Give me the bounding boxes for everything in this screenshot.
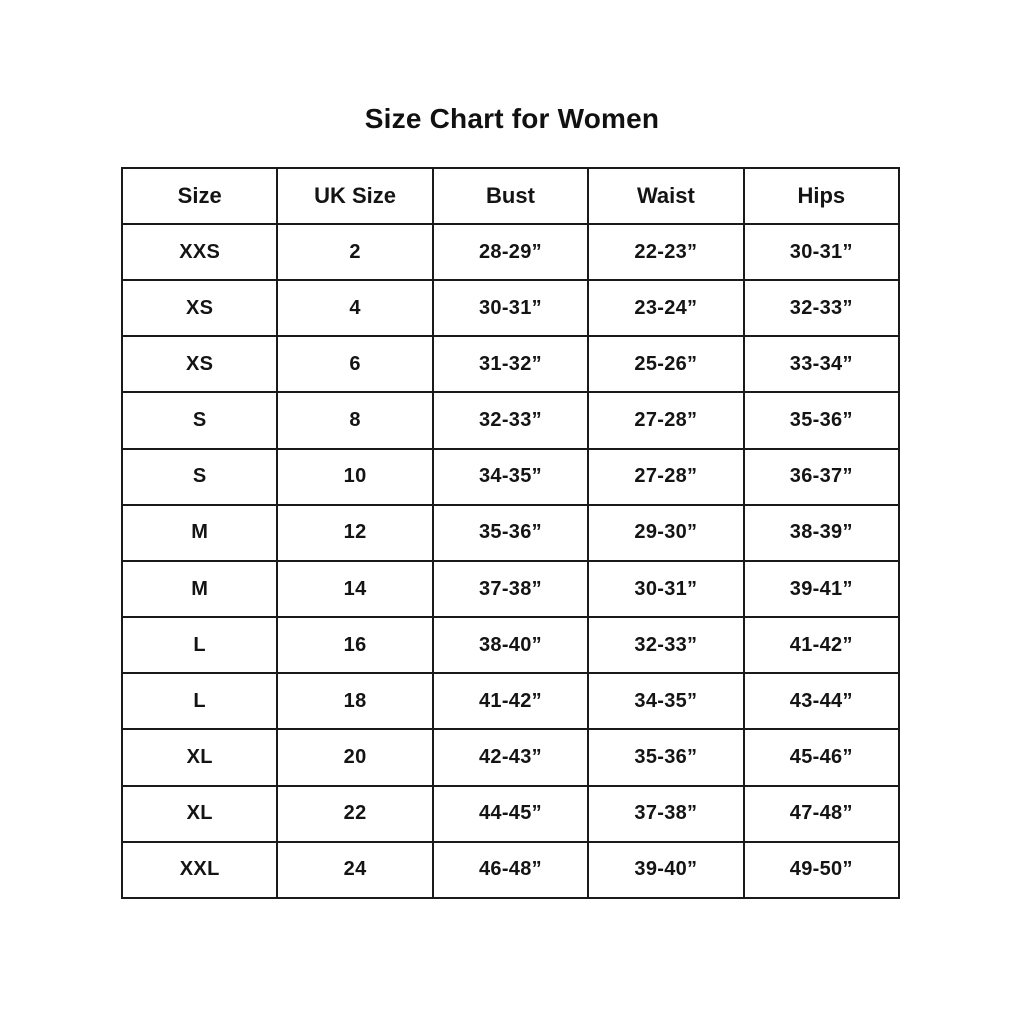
- cell-hips: 32-33”: [742, 279, 901, 338]
- col-header-size: Size: [120, 167, 279, 225]
- page-title: Size Chart for Women: [364, 103, 660, 134]
- cell-uk: 16: [276, 616, 434, 675]
- cell-hips: 30-31”: [742, 222, 901, 282]
- cell-hips: 41-42”: [742, 616, 901, 675]
- cell-waist: 27-28”: [587, 391, 745, 450]
- table-row: XXS 2 28-29” 22-23” 30-31”: [120, 222, 901, 282]
- cell-hips: 35-36”: [742, 391, 901, 450]
- table-row: XS 6 31-32” 25-26” 33-34”: [120, 335, 901, 394]
- cell-uk: 2: [276, 222, 434, 282]
- cell-bust: 32-33”: [431, 391, 590, 450]
- cell-bust: 38-40”: [431, 616, 590, 675]
- cell-uk: 6: [276, 335, 434, 394]
- cell-size: M: [120, 559, 279, 619]
- cell-bust: 42-43”: [431, 728, 590, 787]
- cell-hips: 39-41”: [742, 559, 901, 619]
- cell-waist: 39-40”: [587, 840, 745, 900]
- table-row: S 10 34-35” 27-28” 36-37”: [120, 447, 901, 506]
- table-row: XS 4 30-31” 23-24” 32-33”: [120, 279, 901, 338]
- cell-size: XXS: [120, 222, 279, 282]
- cell-bust: 30-31”: [431, 279, 590, 338]
- cell-size: L: [120, 672, 279, 731]
- cell-uk: 10: [276, 447, 434, 506]
- cell-hips: 33-34”: [742, 335, 901, 394]
- cell-size: XL: [120, 784, 279, 843]
- cell-uk: 22: [276, 784, 434, 843]
- cell-uk: 4: [276, 279, 434, 338]
- cell-size: XS: [120, 335, 279, 394]
- cell-hips: 43-44”: [742, 672, 901, 731]
- table-row: XL 22 44-45” 37-38” 47-48”: [120, 784, 901, 843]
- cell-waist: 34-35”: [587, 672, 745, 731]
- cell-waist: 25-26”: [587, 335, 745, 394]
- cell-hips: 45-46”: [742, 728, 901, 787]
- cell-waist: 37-38”: [587, 784, 745, 843]
- cell-hips: 36-37”: [742, 447, 901, 506]
- cell-uk: 14: [276, 559, 434, 619]
- col-header-waist: Waist: [587, 167, 745, 225]
- cell-hips: 38-39”: [742, 503, 901, 562]
- cell-hips: 47-48”: [742, 784, 901, 843]
- col-header-bust: Bust: [431, 167, 590, 225]
- cell-uk: 20: [276, 728, 434, 787]
- cell-bust: 37-38”: [431, 559, 590, 619]
- cell-waist: 27-28”: [587, 447, 745, 506]
- cell-hips: 49-50”: [742, 840, 901, 900]
- cell-waist: 22-23”: [587, 222, 745, 282]
- cell-size: M: [120, 503, 279, 562]
- cell-bust: 35-36”: [431, 503, 590, 562]
- table-row: S 8 32-33” 27-28” 35-36”: [120, 391, 901, 450]
- cell-waist: 32-33”: [587, 616, 745, 675]
- cell-bust: 44-45”: [431, 784, 590, 843]
- cell-uk: 12: [276, 503, 434, 562]
- table-row: XXL 24 46-48” 39-40” 49-50”: [120, 840, 901, 900]
- table-header-row: Size UK Size Bust Waist Hips: [120, 167, 901, 225]
- col-header-hips: Hips: [742, 167, 901, 225]
- cell-bust: 31-32”: [431, 335, 590, 394]
- table-row: XL 20 42-43” 35-36” 45-46”: [120, 728, 901, 787]
- cell-bust: 34-35”: [431, 447, 590, 506]
- col-header-uk-size: UK Size: [276, 167, 434, 225]
- cell-size: S: [120, 447, 279, 506]
- cell-waist: 30-31”: [587, 559, 745, 619]
- cell-size: XS: [120, 279, 279, 338]
- size-chart-table: Size UK Size Bust Waist Hips XXS 2 28-29…: [120, 167, 901, 900]
- cell-size: XL: [120, 728, 279, 787]
- table-row: M 14 37-38” 30-31” 39-41”: [120, 559, 901, 619]
- cell-size: XXL: [120, 840, 279, 900]
- cell-bust: 46-48”: [431, 840, 590, 900]
- cell-bust: 41-42”: [431, 672, 590, 731]
- cell-waist: 29-30”: [587, 503, 745, 562]
- table-row: M 12 35-36” 29-30” 38-39”: [120, 503, 901, 562]
- table-row: L 16 38-40” 32-33” 41-42”: [120, 616, 901, 675]
- cell-uk: 8: [276, 391, 434, 450]
- cell-uk: 24: [276, 840, 434, 900]
- cell-size: S: [120, 391, 279, 450]
- table-row: L 18 41-42” 34-35” 43-44”: [120, 672, 901, 731]
- cell-waist: 23-24”: [587, 279, 745, 338]
- cell-size: L: [120, 616, 279, 675]
- cell-waist: 35-36”: [587, 728, 745, 787]
- cell-bust: 28-29”: [431, 222, 590, 282]
- cell-uk: 18: [276, 672, 434, 731]
